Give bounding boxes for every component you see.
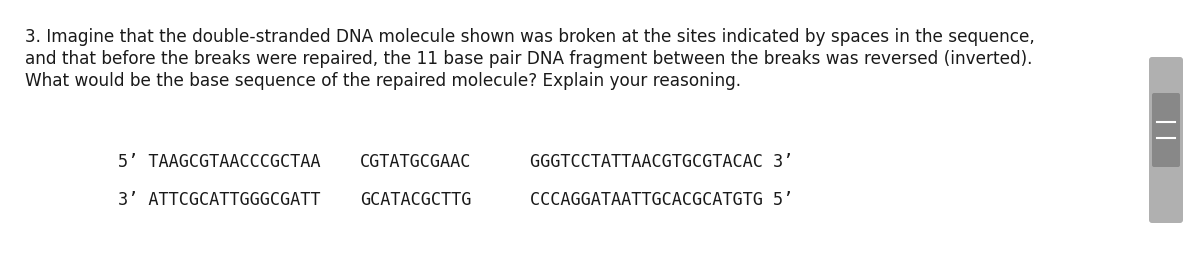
Text: and that before the breaks were repaired, the 11 base pair DNA fragment between : and that before the breaks were repaired… bbox=[25, 50, 1032, 68]
Text: GCATACGCTTG: GCATACGCTTG bbox=[360, 191, 472, 209]
Text: 3. Imagine that the double-stranded DNA molecule shown was broken at the sites i: 3. Imagine that the double-stranded DNA … bbox=[25, 28, 1034, 46]
Text: CGTATGCGAAC: CGTATGCGAAC bbox=[360, 153, 472, 171]
Text: CCCAGGATAATTGCACGCATGTG 5’: CCCAGGATAATTGCACGCATGTG 5’ bbox=[530, 191, 793, 209]
Text: What would be the base sequence of the repaired molecule? Explain your reasoning: What would be the base sequence of the r… bbox=[25, 72, 742, 90]
FancyBboxPatch shape bbox=[1152, 93, 1180, 167]
Text: 5’ TAAGCGTAACCCGCTAA: 5’ TAAGCGTAACCCGCTAA bbox=[118, 153, 320, 171]
Text: 3’ ATTCGCATTGGGCGATT: 3’ ATTCGCATTGGGCGATT bbox=[118, 191, 320, 209]
FancyBboxPatch shape bbox=[1150, 57, 1183, 223]
Text: GGGTCCTATTAACGTGCGTACAC 3’: GGGTCCTATTAACGTGCGTACAC 3’ bbox=[530, 153, 793, 171]
